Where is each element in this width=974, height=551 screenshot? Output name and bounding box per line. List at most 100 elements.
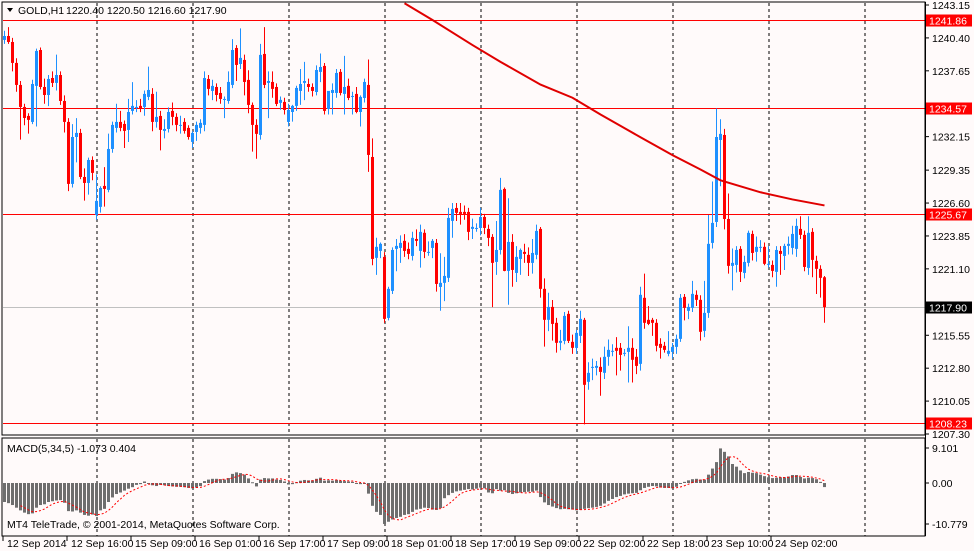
bull-candle [191, 131, 194, 148]
bull-candle [375, 237, 378, 275]
macd-bar [303, 479, 306, 483]
macd-bar [163, 483, 166, 486]
bear-candle [647, 305, 650, 326]
candle-body [723, 134, 726, 219]
macd-bar [767, 477, 770, 483]
candle-body [735, 249, 738, 265]
candle-body [303, 80, 306, 83]
bull-candle [115, 103, 118, 133]
candle-body [259, 54, 262, 135]
macd-bar [739, 470, 742, 483]
bull-candle [675, 334, 678, 354]
candle-body [95, 200, 98, 215]
candle-body [507, 241, 510, 271]
bear-candle [483, 213, 486, 235]
macd-bar [127, 483, 130, 489]
bull-candle [623, 349, 626, 357]
candle-body [739, 248, 742, 272]
price-axis[interactable]: 1243.15 1240.40 1237.65 1232.15 1229.35 1226.… [925, 0, 970, 536]
macd-bar [787, 476, 790, 483]
bull-candle [163, 119, 166, 139]
bull-candle [319, 53, 322, 83]
macd-bar [455, 483, 458, 492]
macd-bar [527, 483, 530, 492]
macd-bar [467, 483, 470, 490]
bull-candle [199, 119, 202, 134]
candle-body [231, 49, 234, 85]
bear-candle [251, 102, 254, 152]
macd-bar [199, 483, 202, 487]
macd-bar [539, 483, 542, 498]
candle-body [687, 306, 690, 311]
macd-bar [39, 483, 42, 506]
bull-candle [31, 79, 34, 125]
macd-bar [395, 483, 398, 518]
bull-candle [591, 358, 594, 381]
bull-candle [239, 28, 242, 70]
price-tick-label: 1210.05 [932, 396, 970, 408]
bear-candle [43, 78, 46, 104]
bear-candle [651, 317, 654, 336]
macd-bar [631, 483, 634, 494]
candle-body [803, 234, 806, 267]
candle-body [143, 93, 146, 107]
macd-bar [171, 483, 174, 487]
macd-bar [279, 479, 282, 483]
macd-bar [459, 483, 462, 491]
price-label-text: 1208.23 [929, 419, 967, 431]
macd-bar [491, 483, 494, 494]
macd-bar [443, 483, 446, 499]
candle-body [431, 240, 434, 248]
candle-body [235, 47, 238, 65]
dropdown-triangle-icon[interactable] [7, 8, 13, 12]
macd-bar [147, 483, 150, 484]
candle-body [823, 277, 826, 308]
candle-body [399, 242, 402, 248]
candle-body [351, 95, 354, 97]
bear-candle [371, 138, 374, 266]
macd-bar [75, 483, 78, 511]
candle-body [207, 78, 210, 89]
candle-body [523, 251, 526, 254]
bear-candle [763, 242, 766, 266]
bull-candle [331, 83, 334, 115]
macd-bar [591, 483, 594, 508]
bull-candle [807, 216, 810, 275]
macd-bar [531, 483, 534, 492]
bull-candle [755, 236, 758, 262]
macd-bar [375, 483, 378, 512]
candle-body [623, 352, 626, 354]
bear-candle [187, 125, 190, 140]
candle-body [771, 264, 774, 271]
bull-candle [211, 79, 214, 101]
macd-bar [399, 483, 402, 517]
candle-body [763, 246, 766, 264]
bull-candle [547, 292, 550, 332]
candle-body [183, 121, 186, 131]
macd-bar [583, 483, 586, 509]
bear-candle [175, 113, 178, 132]
candle-body [435, 242, 438, 284]
bull-candle [791, 225, 794, 255]
candle-body [567, 313, 570, 341]
macd-bar [575, 483, 578, 511]
candle-body [631, 347, 634, 360]
macd-label: MACD(5,34,5) -1.073 0.404 [7, 443, 136, 455]
bear-candle [67, 118, 70, 192]
candle-body [39, 49, 42, 87]
candle-body [775, 249, 778, 272]
price-label-box [926, 14, 972, 27]
candle-body [267, 80, 270, 83]
macd-bar [135, 483, 138, 485]
macd-bar [551, 483, 554, 507]
bull-candle [303, 61, 306, 101]
macd-bar [511, 483, 514, 495]
price-tick-label: 1243.15 [932, 0, 970, 12]
macd-bar [479, 483, 482, 488]
candle-body [463, 211, 466, 214]
bull-candle [223, 96, 226, 119]
time-axis[interactable]: 12 Sep 2014 12 Sep 16:00 15 Sep 09:00 16 Se… [2, 536, 838, 550]
candle-body [347, 85, 350, 98]
macd-bar [463, 483, 466, 490]
